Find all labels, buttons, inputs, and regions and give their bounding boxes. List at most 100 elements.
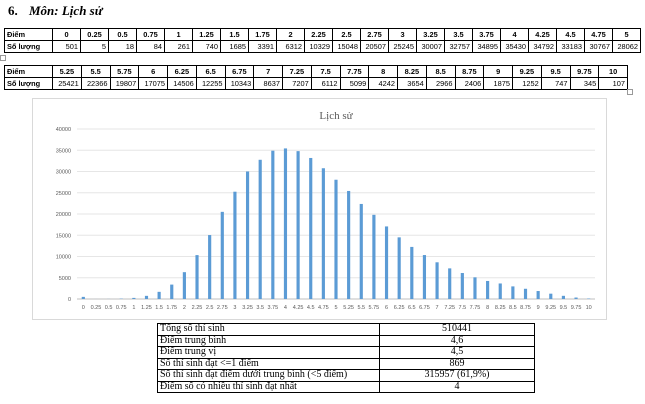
score-cell: 4 — [500, 28, 529, 41]
x-tick-label: 7.25 — [444, 305, 455, 311]
x-tick-label: 2.5 — [206, 305, 214, 311]
score-cell: 2.75 — [360, 28, 389, 41]
x-tick-label: 1.75 — [166, 305, 177, 311]
score-cell: 9.25 — [512, 65, 542, 78]
count-cell: 107 — [598, 77, 628, 90]
score-cell: 5.5 — [80, 65, 111, 78]
score-cell: 3.5 — [444, 28, 473, 41]
x-tick-label: 0.25 — [91, 305, 102, 311]
count-cell: 2406 — [454, 77, 485, 90]
bar — [460, 273, 464, 299]
x-tick-label: 6.25 — [394, 305, 405, 311]
chart-canvas: Lịch sử 0 5000 10000 15000 20000 25000 30000 350… — [33, 99, 606, 319]
score-cell: 10 — [598, 65, 628, 78]
count-cell: 261 — [164, 40, 193, 53]
x-tick-label: 9 — [537, 305, 540, 311]
count-cell: 2966 — [425, 77, 456, 90]
bar — [410, 246, 414, 299]
score-table-part-1: Điểm 0 0.25 0.5 0.75 1 1.25 1.5 1.75 2 2.25 2.5 2.7… — [4, 28, 641, 53]
bar — [334, 179, 338, 299]
score-cell: 1.5 — [220, 28, 249, 41]
x-tick-label: 2.25 — [192, 305, 203, 311]
bar — [397, 237, 401, 299]
chart-title: Lịch sử — [319, 110, 353, 122]
bar — [309, 157, 313, 299]
count-row-label: Số lượng — [4, 77, 53, 90]
stats-label: Số thí sinh đạt <=1 điểm — [157, 357, 380, 370]
count-cell: 34895 — [472, 40, 501, 53]
score-cell: 2 — [276, 28, 305, 41]
score-cell: 5 — [612, 28, 641, 41]
bar — [258, 159, 262, 299]
x-tick-label: 3.5 — [256, 305, 264, 311]
statistics-table: Tổng số thí sinh 510441 Điểm trung bình 4,6… — [157, 323, 535, 393]
score-cell: 8.75 — [454, 65, 485, 78]
score-cell: 3 — [388, 28, 417, 41]
count-cell: 1685 — [220, 40, 249, 53]
count-cell: 6112 — [310, 77, 341, 90]
bar — [523, 288, 528, 299]
score-cell: 0.25 — [80, 28, 109, 41]
score-table-part-2: Điểm 5.25 5.5 5.75 6 6.25 6.5 6.75 7 7.25 7.5 7.75… — [4, 65, 628, 90]
y-tick-label: 25000 — [56, 191, 71, 197]
score-cell: 5.25 — [52, 65, 82, 78]
x-tick-label: 7.5 — [459, 305, 467, 311]
bar — [283, 148, 288, 299]
count-cell: 30767 — [584, 40, 613, 53]
y-tick-label: 5000 — [59, 276, 71, 282]
score-cell: 7.25 — [282, 65, 312, 78]
bar — [144, 295, 149, 299]
x-tick-label: 5.25 — [343, 305, 354, 311]
stats-label: Điểm trung bình — [157, 334, 380, 347]
section-title: Môn: Lịch sử — [29, 3, 103, 18]
stats-row: Điểm trung vị 4,5 — [157, 346, 535, 359]
x-tick-label: 4.5 — [307, 305, 315, 311]
stats-label: Điểm trung vị — [157, 346, 380, 359]
bar — [561, 295, 565, 299]
x-tick-label: 7.75 — [470, 305, 481, 311]
score-cell: 9 — [483, 65, 513, 78]
x-tick-label: 6.5 — [408, 305, 416, 311]
bar — [536, 291, 540, 299]
count-cell: 28062 — [612, 40, 641, 53]
bar — [422, 255, 427, 299]
count-cell: 8637 — [253, 77, 283, 90]
count-cell: 17075 — [138, 77, 168, 90]
bar — [321, 168, 325, 299]
score-row: Điểm 0 0.25 0.5 0.75 1 1.25 1.5 1.75 2 2.25 2.5 2.7… — [4, 28, 641, 41]
x-tick-label: 2 — [183, 305, 186, 311]
score-cell: 0.5 — [108, 28, 137, 41]
count-cell: 10343 — [224, 77, 255, 90]
count-cell: 6312 — [276, 40, 305, 53]
x-tick-label: 6 — [385, 305, 388, 311]
y-tick-label: 30000 — [56, 170, 71, 176]
score-cell: 8 — [368, 65, 398, 78]
x-tick-label: 2.75 — [217, 305, 228, 311]
x-tick-label: 3.25 — [242, 305, 253, 311]
count-cell: 5099 — [339, 77, 370, 90]
x-tick-label: 5.5 — [357, 305, 365, 311]
bar — [81, 296, 85, 299]
count-cell: 5 — [80, 40, 109, 53]
score-cell: 2.25 — [304, 28, 333, 41]
x-tick-label: 6.75 — [419, 305, 430, 311]
bar — [245, 171, 250, 299]
score-cell: 9.75 — [569, 65, 600, 78]
bar — [384, 226, 389, 299]
y-tick-label: 0 — [68, 297, 71, 303]
section-heading: 6. Môn: Lịch sử — [8, 3, 103, 19]
stats-row: Số thí sinh đạt <=1 điểm 869 — [157, 357, 535, 370]
count-cell: 501 — [52, 40, 81, 53]
x-tick-label: 7 — [436, 305, 439, 311]
score-cell: 6.75 — [224, 65, 255, 78]
x-tick-label: 8.5 — [509, 305, 517, 311]
bar — [448, 268, 452, 299]
stats-value: 315957 (61,9%) — [379, 369, 535, 382]
bar — [157, 291, 161, 299]
x-tick-label: 1 — [132, 305, 135, 311]
score-row: Điểm 5.25 5.5 5.75 6 6.25 6.5 6.75 7 7.25 7.5 7.75… — [4, 65, 628, 78]
score-cell: 7 — [253, 65, 283, 78]
count-cell: 12255 — [195, 77, 226, 90]
x-tick-label: 9.75 — [571, 305, 582, 311]
count-cell: 20507 — [360, 40, 389, 53]
